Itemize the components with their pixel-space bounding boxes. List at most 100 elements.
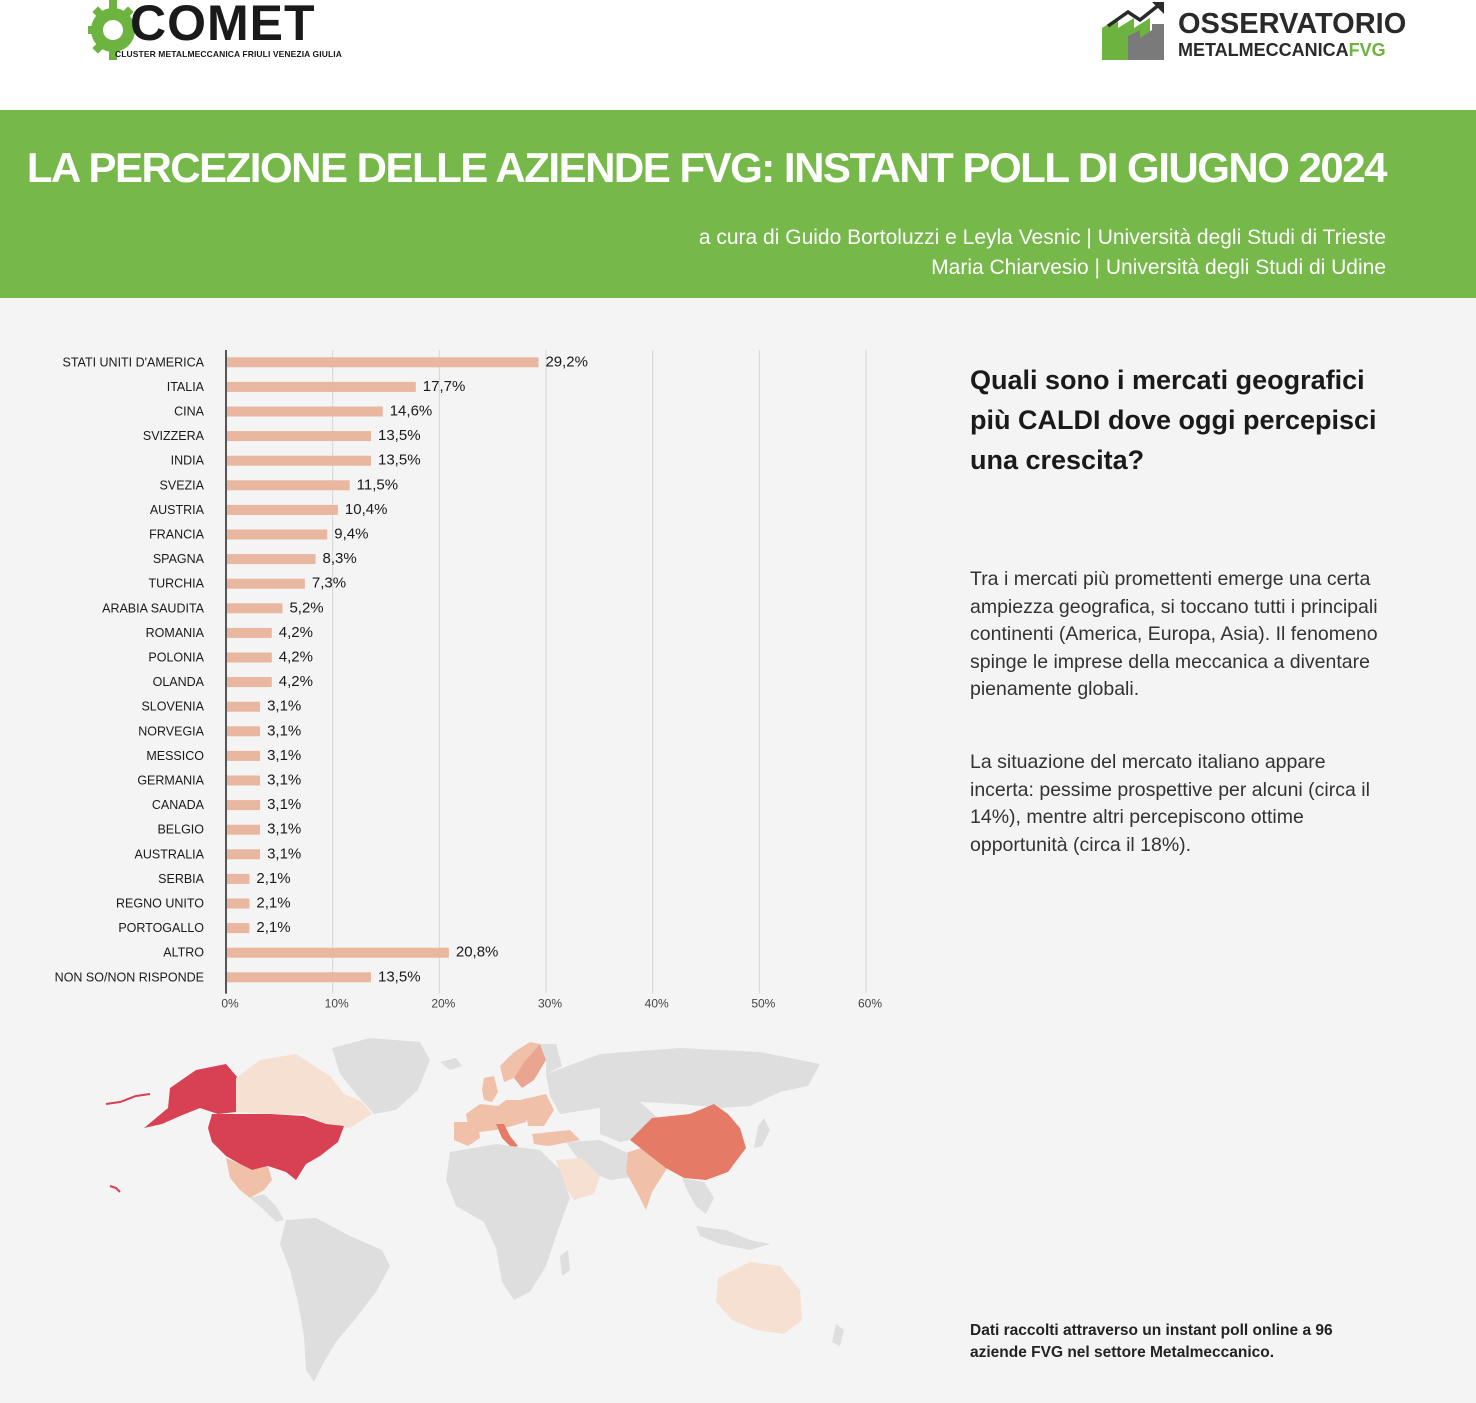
x-tick-label: 50% — [751, 997, 775, 1011]
map-mexico — [226, 1158, 272, 1198]
category-label: ROMANIA — [146, 626, 205, 640]
side-panel: Quali sono i mercati geografici più CALD… — [970, 360, 1400, 856]
map-italy — [496, 1124, 518, 1148]
map-canada — [236, 1054, 372, 1128]
category-label: ITALIA — [167, 380, 205, 394]
value-label: 29,2% — [545, 353, 588, 370]
comet-subtitle: CLUSTER METALMECCANICA FRIULI VENEZIA GI… — [115, 49, 342, 59]
map-new-zealand — [832, 1324, 844, 1346]
header-banner: LA PERCEZIONE DELLE AZIENDE FVG: INSTANT… — [0, 110, 1476, 298]
value-label: 13,5% — [378, 452, 421, 469]
map-south-america — [280, 1218, 390, 1382]
category-label: NORVEGIA — [138, 724, 204, 738]
bar — [227, 677, 272, 688]
survey-question: Quali sono i mercati geografici più CALD… — [970, 365, 1377, 475]
bar — [227, 775, 261, 786]
value-label: 13,5% — [378, 968, 421, 985]
category-label: AUSTRALIA — [135, 847, 205, 861]
credit-line-1: a cura di Guido Bortoluzzi e Leyla Vesni… — [698, 226, 1386, 249]
value-label: 8,3% — [323, 550, 357, 567]
comet-name: COMET — [130, 0, 316, 51]
bar — [227, 455, 371, 466]
category-label: SLOVENIA — [141, 700, 204, 714]
category-label: GERMANIA — [137, 774, 204, 788]
value-label: 17,7% — [423, 378, 466, 395]
bar — [227, 529, 328, 540]
bar — [227, 873, 250, 884]
comet-logo: COMET CLUSTER METALMECCANICA FRIULI VENE… — [88, 0, 342, 62]
value-label: 10,4% — [345, 501, 388, 518]
x-tick-label: 60% — [858, 997, 882, 1011]
markets-bar-chart: 0% 10% 20% 30% 40% 50% 60% STATI UNITI D'AMERIC… — [55, 350, 882, 1011]
category-label: SPAGNA — [153, 552, 205, 566]
value-label: 13,5% — [378, 427, 421, 444]
value-label: 11,5% — [357, 476, 398, 493]
bar — [227, 504, 338, 515]
map-norway — [500, 1042, 540, 1082]
category-label: SVIZZERA — [143, 429, 205, 443]
value-label: 4,2% — [279, 624, 313, 641]
gear-icon — [88, 0, 136, 60]
category-label: REGNO UNITO — [116, 897, 204, 911]
map-usa — [208, 1114, 344, 1180]
category-label: MESSICO — [146, 749, 204, 763]
x-tick-label: 30% — [538, 997, 562, 1011]
value-label: 5,2% — [289, 599, 323, 616]
observatory-metalmeccanica: METALMECCANICA — [1178, 40, 1349, 60]
map-central-america — [250, 1194, 284, 1222]
map-uk — [482, 1076, 498, 1102]
category-label: FRANCIA — [149, 528, 205, 542]
category-label: BELGIO — [157, 823, 204, 837]
credit-line-2: Maria Chiarvesio | Università degli Stud… — [931, 256, 1386, 279]
bar — [227, 750, 261, 761]
value-label: 3,1% — [267, 698, 301, 715]
value-label: 3,1% — [267, 821, 301, 838]
category-label: POLONIA — [148, 651, 204, 665]
category-label: SVEZIA — [160, 478, 205, 492]
map-alaska-chain — [105, 1093, 151, 1105]
bar — [227, 554, 316, 565]
map-japan — [754, 1118, 770, 1148]
x-tick-label: 0% — [221, 997, 239, 1011]
map-sweden — [514, 1044, 546, 1088]
value-label: 3,1% — [267, 747, 301, 764]
bar — [227, 431, 371, 442]
paragraph-2: La situazione del mercato italiano appar… — [970, 751, 1370, 856]
map-middle-east — [566, 1140, 640, 1180]
x-tick-label: 20% — [431, 997, 455, 1011]
map-finland — [540, 1044, 562, 1074]
map-hawaii — [109, 1185, 121, 1193]
bar — [227, 800, 261, 811]
bar — [227, 947, 449, 958]
bar — [227, 824, 261, 835]
value-label: 20,8% — [456, 944, 499, 961]
observatory-fvg: FVG — [1348, 40, 1386, 60]
category-label: PORTOGALLO — [118, 921, 204, 935]
category-label: INDIA — [171, 454, 205, 468]
bar — [227, 480, 350, 491]
bar — [227, 578, 305, 589]
value-label: 14,6% — [390, 403, 433, 420]
bar — [227, 381, 416, 392]
map-china — [630, 1104, 746, 1180]
value-label: 3,1% — [267, 772, 301, 789]
category-label: ALTRO — [163, 946, 204, 960]
value-label: 2,1% — [256, 870, 290, 887]
bar — [227, 898, 250, 909]
x-tick-label: 40% — [645, 997, 669, 1011]
map-se-asia — [682, 1178, 714, 1214]
top-logo-bar: COMET CLUSTER METALMECCANICA FRIULI VENE… — [0, 0, 1476, 110]
value-label: 3,1% — [267, 722, 301, 739]
map-east-europe — [520, 1094, 554, 1126]
category-label: SERBIA — [158, 872, 205, 886]
paragraph-1: Tra i mercati più promettenti emerge una… — [970, 568, 1378, 700]
bar — [227, 701, 261, 712]
category-label: AUSTRIA — [150, 503, 205, 517]
value-label: 3,1% — [267, 845, 301, 862]
factory-icon — [1102, 2, 1164, 60]
bar — [227, 627, 272, 638]
category-label: STATI UNITI D'AMERICA — [62, 355, 204, 369]
bar — [227, 652, 272, 663]
map-madagascar — [560, 1250, 570, 1276]
value-label: 4,2% — [279, 673, 313, 690]
